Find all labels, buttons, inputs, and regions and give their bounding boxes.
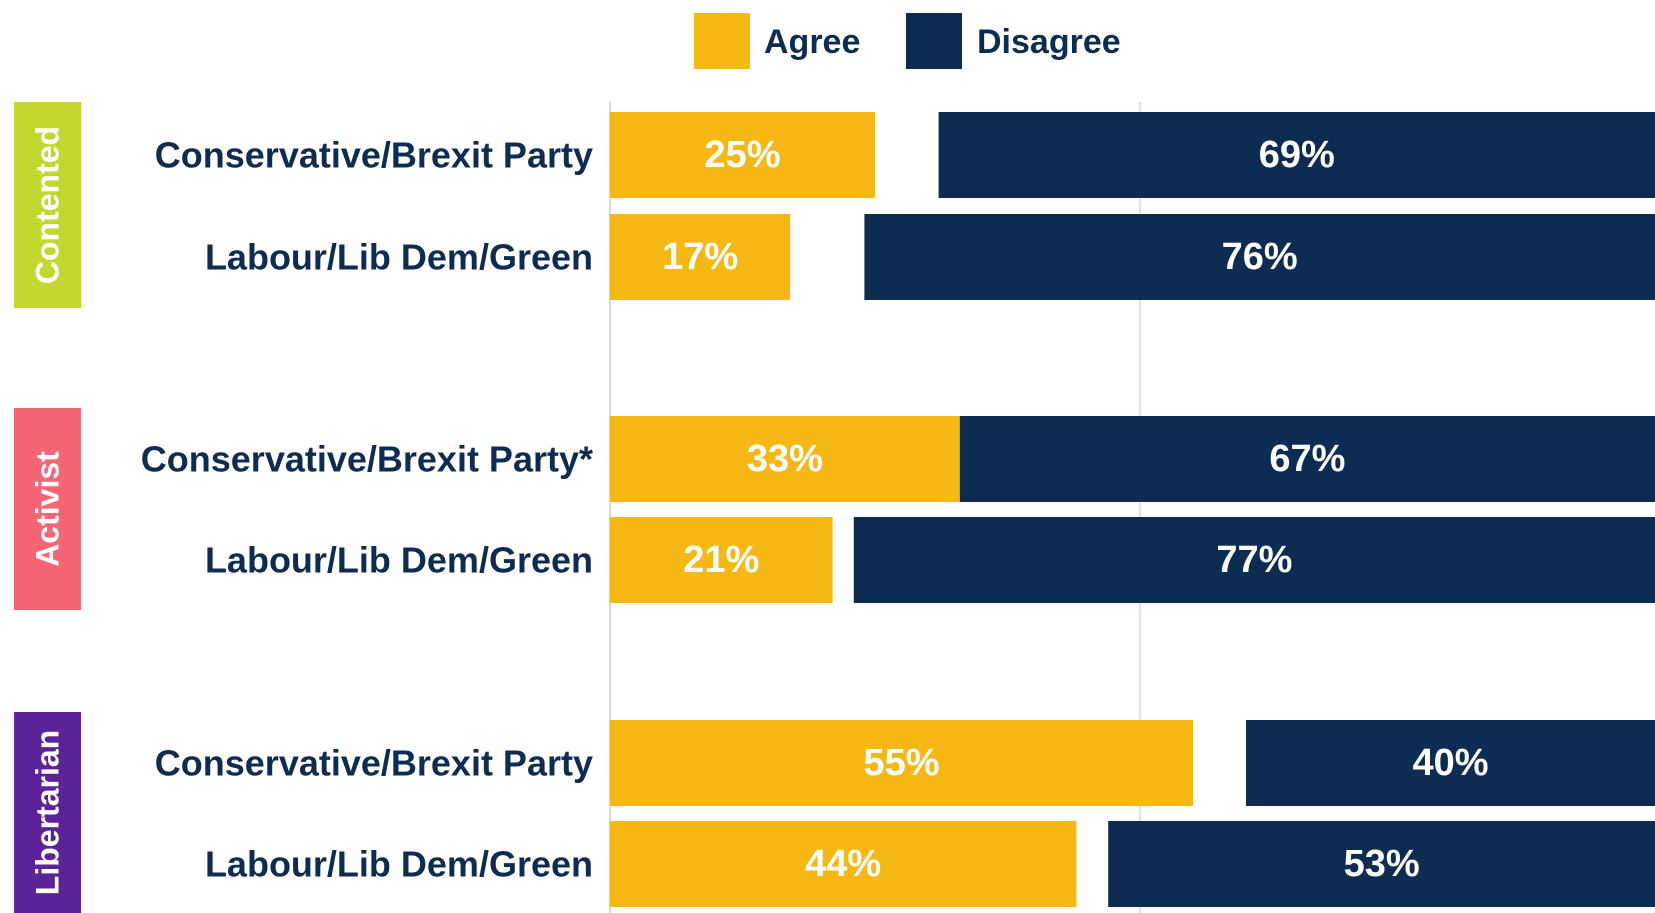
data-label-disagree: 77%	[1216, 539, 1292, 581]
data-label-agree: 21%	[683, 539, 759, 581]
bar-agree	[610, 821, 1077, 907]
bar-disagree	[959, 416, 1655, 502]
group-label: Activist	[30, 451, 66, 567]
bar-disagree	[864, 214, 1655, 300]
bar-agree	[610, 720, 1193, 806]
data-label-disagree: 67%	[1269, 438, 1345, 480]
bar-disagree	[938, 112, 1655, 198]
group-label: Libertarian	[30, 730, 66, 895]
data-label-disagree: 40%	[1412, 742, 1488, 784]
legend: Agree Disagree	[694, 13, 1121, 69]
category-label: Conservative/Brexit Party*	[141, 439, 593, 480]
group-tab	[14, 408, 81, 610]
data-label-agree: 44%	[805, 843, 881, 885]
legend-swatch-disagree	[906, 13, 962, 69]
bar-agree	[610, 517, 833, 603]
legend-label-agree: Agree	[764, 23, 860, 61]
data-label-disagree: 53%	[1344, 843, 1420, 885]
data-label-agree: 33%	[747, 438, 823, 480]
data-label-agree: 25%	[704, 134, 780, 176]
bar-agree	[610, 416, 960, 502]
bar-agree	[610, 214, 791, 300]
category-label: Labour/Lib Dem/Green	[205, 844, 593, 885]
group-tab	[14, 102, 81, 308]
bar-disagree	[1246, 720, 1655, 806]
bar-disagree	[853, 517, 1655, 603]
legend-label-disagree: Disagree	[977, 23, 1121, 61]
category-label: Conservative/Brexit Party	[155, 135, 593, 176]
category-label: Conservative/Brexit Party	[155, 743, 593, 784]
group-tab	[14, 712, 81, 913]
category-label: Labour/Lib Dem/Green	[205, 540, 593, 581]
legend-swatch-agree	[694, 13, 750, 69]
data-label-disagree: 69%	[1259, 134, 1335, 176]
data-label-agree: 55%	[863, 742, 939, 784]
category-label: Labour/Lib Dem/Green	[205, 237, 593, 278]
data-label-disagree: 76%	[1222, 236, 1298, 278]
group-label: Contented	[30, 126, 66, 284]
bar-disagree	[1108, 821, 1655, 907]
bar-agree	[610, 112, 875, 198]
plot-area: Contented Conservative/Brexit Party 25% 69%…	[14, 102, 1655, 913]
data-label-agree: 17%	[662, 236, 738, 278]
